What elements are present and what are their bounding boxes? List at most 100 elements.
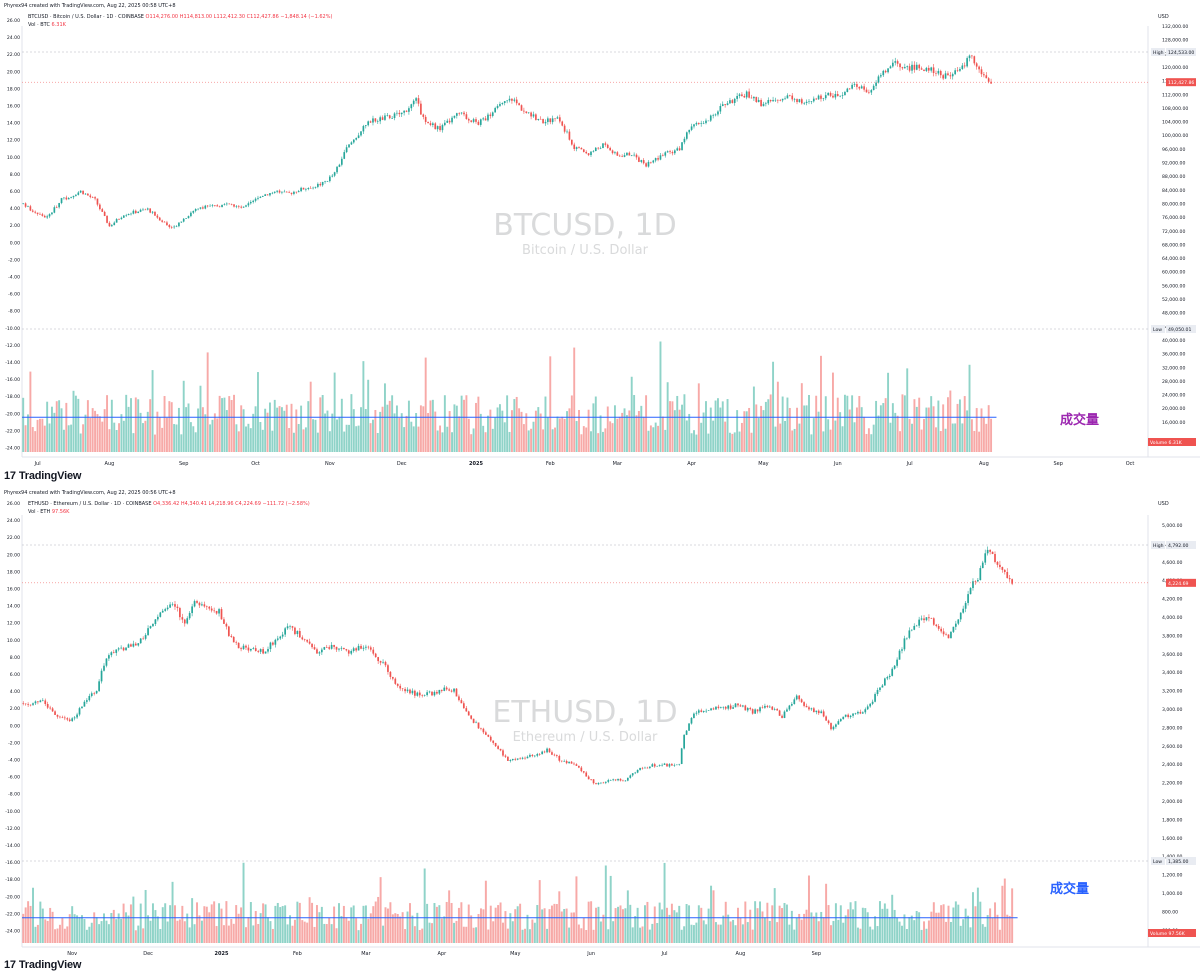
volume-bar — [657, 425, 660, 452]
candle-body — [913, 64, 916, 70]
candle-body — [93, 693, 96, 694]
volume-bar — [528, 929, 531, 943]
candle-body — [822, 98, 825, 99]
volume-bar — [336, 419, 338, 452]
candle-body — [874, 694, 876, 702]
candle-body — [242, 645, 245, 650]
volume-bar — [372, 419, 374, 452]
high-tag-bg — [1151, 541, 1165, 549]
candle-body — [759, 707, 761, 712]
volume-bar — [407, 400, 410, 452]
volume-bar — [709, 407, 712, 452]
candle-body — [621, 156, 623, 157]
candle-body — [61, 717, 64, 718]
candle-body — [163, 221, 166, 223]
watermark-symbol: BTCUSD, 1D — [493, 208, 676, 243]
candle-body — [595, 783, 597, 785]
volume-bar — [700, 907, 703, 943]
candle-body — [298, 631, 301, 638]
candle-body — [82, 190, 84, 195]
candle-body — [777, 99, 779, 101]
volume-bar — [619, 905, 622, 943]
volume-bar — [968, 364, 971, 452]
volume-bar — [790, 910, 793, 943]
volume-bar — [100, 921, 103, 943]
volume-bar — [36, 924, 39, 943]
price-axis-tick: 88,000.00 — [1162, 174, 1185, 180]
volume-bar — [839, 412, 842, 452]
volume-bar — [915, 406, 918, 452]
volume-bar — [550, 905, 553, 943]
candle-body — [264, 651, 267, 654]
price-axis-tick: 20,000.00 — [1162, 406, 1185, 412]
price-axis-tick: 4,600.00 — [1162, 560, 1183, 566]
volume-bar — [884, 398, 887, 452]
volume-bar — [609, 421, 612, 452]
volume-bar — [839, 905, 842, 943]
candle-body — [742, 705, 744, 707]
candle-body — [961, 65, 964, 69]
volume-bar — [345, 424, 348, 452]
candle-body — [193, 601, 196, 607]
candle-body — [374, 118, 377, 122]
volume-bar — [693, 430, 695, 452]
candle-body — [360, 645, 362, 649]
candle-body — [79, 190, 82, 193]
volume-bar — [966, 410, 969, 452]
volume-bar — [527, 430, 530, 452]
candle-body — [511, 98, 513, 101]
candle-body — [235, 206, 238, 207]
candle-body — [340, 647, 343, 649]
candle-body — [460, 112, 463, 114]
candle-body — [49, 707, 52, 709]
candle-body — [697, 710, 700, 713]
candle-body — [365, 646, 367, 648]
candle-body — [475, 119, 477, 122]
time-axis-label: Mar — [613, 461, 623, 467]
symbol-title: ETHUSD · Ethereum / U.S. Dollar · 1D · C… — [28, 501, 152, 507]
candle-body — [521, 757, 524, 759]
volume-bar — [508, 431, 511, 452]
volume-bar — [762, 410, 765, 452]
volume-bar — [570, 395, 573, 452]
candle-body — [183, 619, 186, 624]
volume-bar — [283, 410, 286, 452]
volume-bar — [448, 411, 451, 452]
candle-body — [511, 758, 514, 761]
volume-bar — [467, 904, 470, 943]
volume-bar — [267, 917, 269, 943]
price-axis-tick: 76,000.00 — [1162, 215, 1185, 221]
volume-bar — [918, 397, 921, 452]
candle-body — [923, 618, 925, 621]
last-price-tag — [1166, 78, 1196, 87]
volume-bar — [626, 890, 629, 943]
volume-bar — [585, 427, 588, 452]
candle-body — [39, 700, 42, 703]
volume-bar — [209, 424, 212, 452]
candle-body — [808, 707, 810, 710]
candle-body — [278, 190, 281, 193]
candle-body — [676, 148, 679, 151]
volume-bar — [475, 402, 477, 452]
candle-body — [22, 703, 25, 705]
candle-body — [959, 612, 962, 620]
candle-body — [623, 155, 626, 157]
candle-body — [991, 551, 994, 555]
volume-bar — [107, 924, 110, 943]
volume-bar — [352, 905, 355, 943]
candle-body — [76, 714, 78, 718]
candle-body — [213, 610, 216, 612]
volume-bar — [292, 432, 295, 452]
volume-bar — [575, 876, 578, 943]
candle-body — [142, 638, 145, 640]
volume-bar — [446, 426, 449, 452]
candle-body — [100, 670, 103, 682]
volume-bar — [688, 413, 691, 452]
candle-body — [617, 778, 619, 781]
candle-body — [533, 755, 536, 757]
volume-bar — [631, 927, 634, 943]
volume-bar — [74, 395, 77, 452]
volume-bar — [597, 906, 600, 943]
